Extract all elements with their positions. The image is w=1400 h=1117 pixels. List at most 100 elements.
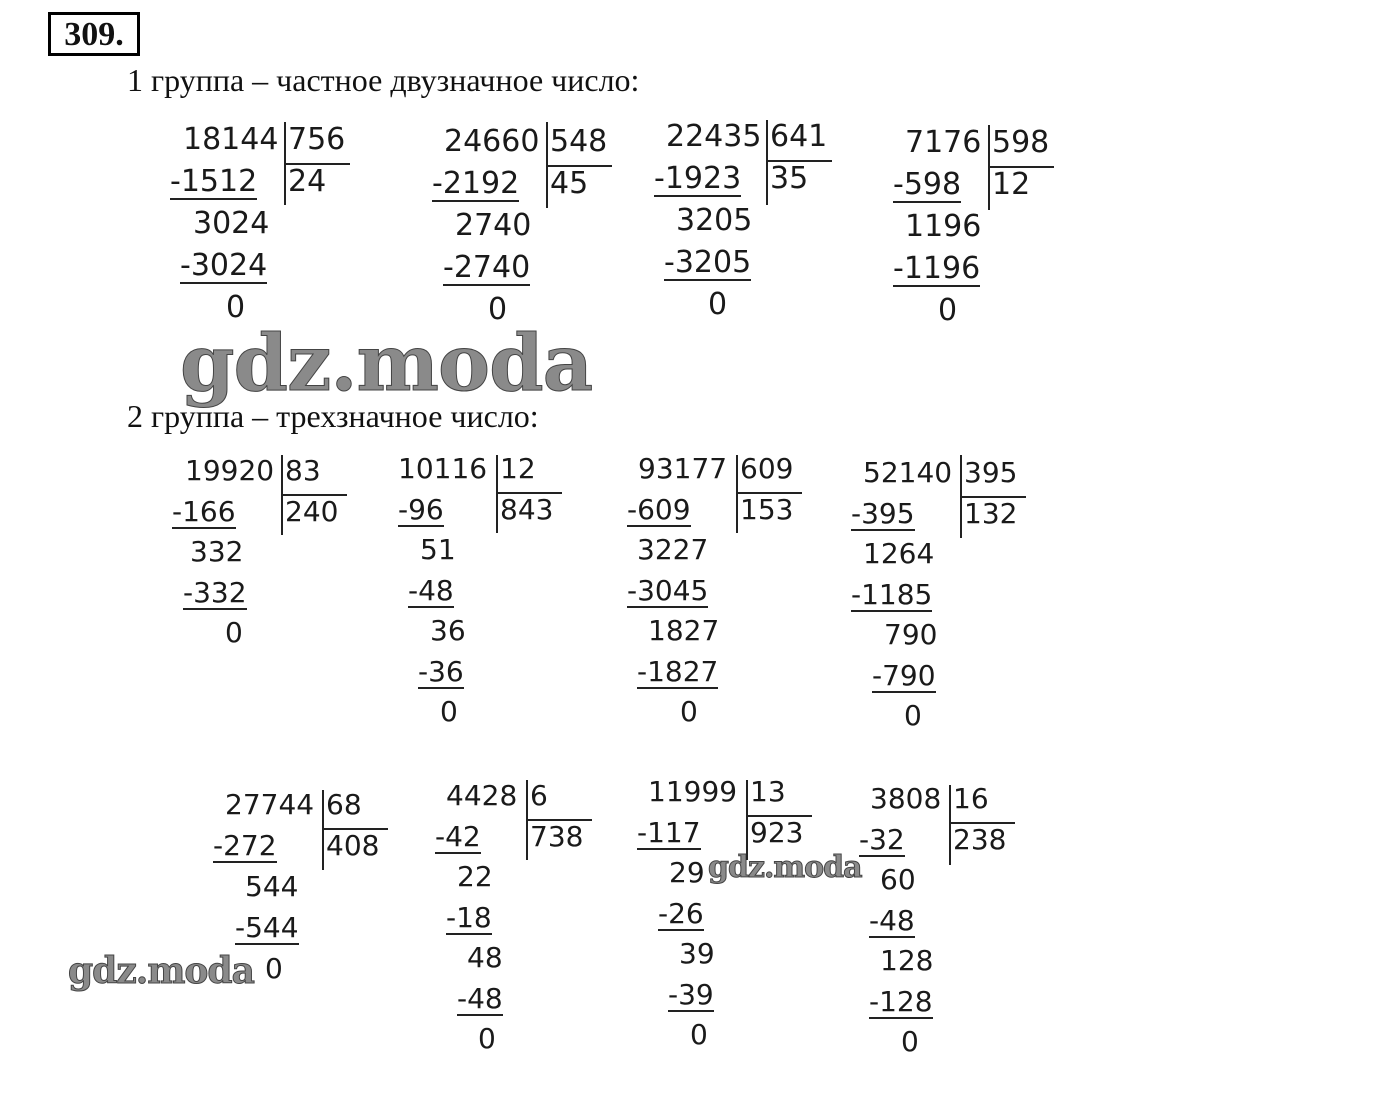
- quotient: 35: [770, 161, 809, 196]
- subtrahend: -48: [457, 982, 503, 1016]
- divisor: 13: [750, 775, 786, 808]
- remainder: 0: [225, 616, 243, 649]
- subtrahend: -128: [869, 985, 933, 1019]
- partial-dividend: 3205: [676, 203, 753, 238]
- dividend: 10116: [398, 452, 488, 485]
- partial-dividend: 1264: [863, 537, 935, 570]
- partial-dividend: 1827: [648, 614, 720, 647]
- subtrahend: -609: [627, 493, 691, 527]
- partial-dividend: 1196: [905, 209, 982, 244]
- remainder: 0: [904, 699, 922, 732]
- partial-dividend: 51: [420, 533, 456, 566]
- division-bar: [496, 455, 498, 533]
- partial-dividend: 544: [245, 870, 299, 903]
- watermark-logo: gdz.moda: [179, 318, 593, 410]
- dividend: 93177: [638, 452, 728, 485]
- partial-dividend: 22: [457, 860, 493, 893]
- subtrahend: -395: [851, 497, 915, 531]
- subtrahend: -544: [235, 911, 299, 945]
- watermark-logo: gdz.moda: [708, 850, 864, 886]
- subtrahend: -166: [172, 495, 236, 529]
- subtrahend: -42: [435, 820, 481, 854]
- remainder: 0: [708, 287, 728, 322]
- partial-dividend: 3024: [193, 206, 270, 241]
- dividend: 18144: [183, 122, 279, 157]
- divisor-underline: [526, 818, 592, 821]
- division-bar: [736, 455, 738, 533]
- division-bar: [284, 122, 286, 205]
- division-bar: [746, 780, 748, 860]
- dividend: 22435: [666, 119, 762, 154]
- partial-dividend: 36: [430, 614, 466, 647]
- subtrahend: -1827: [637, 655, 719, 689]
- partial-dividend: 790: [884, 618, 938, 651]
- partial-dividend: 2740: [455, 208, 532, 243]
- subtrahend: -1185: [851, 578, 933, 612]
- subtrahend: -48: [408, 574, 454, 608]
- divisor-underline: [284, 163, 350, 165]
- subtrahend: -96: [398, 493, 444, 527]
- remainder: 0: [690, 1018, 708, 1051]
- divisor: 641: [770, 119, 828, 154]
- division-bar: [949, 785, 951, 865]
- subtrahend: -332: [183, 576, 247, 610]
- watermark-logo: gdz.moda: [68, 950, 256, 993]
- division-bar: [322, 790, 324, 870]
- subtrahend: -1196: [893, 251, 981, 287]
- division-bar: [988, 125, 990, 210]
- subtrahend: -18: [446, 901, 492, 935]
- quotient: 153: [740, 492, 794, 526]
- dividend: 27744: [225, 788, 315, 821]
- divisor: 16: [953, 782, 989, 815]
- quotient: 132: [964, 496, 1018, 530]
- divisor: 83: [285, 454, 321, 487]
- subtrahend: -2192: [432, 166, 520, 202]
- divisor-underline: [766, 160, 832, 162]
- division-bar: [546, 122, 548, 208]
- quotient: 738: [530, 819, 584, 853]
- subtrahend: -36: [418, 655, 464, 689]
- partial-dividend: 29: [669, 856, 705, 889]
- quotient: 45: [550, 166, 589, 201]
- exercise-number: 309.: [48, 12, 140, 56]
- remainder: 0: [488, 292, 508, 327]
- divisor: 548: [550, 124, 608, 159]
- quotient: 12: [992, 167, 1031, 202]
- subtrahend: -3045: [627, 574, 709, 608]
- subtrahend: -3205: [664, 245, 752, 281]
- subtrahend: -1512: [170, 164, 258, 200]
- divisor-underline: [960, 495, 1026, 498]
- division-bar: [526, 780, 528, 860]
- subtrahend: -32: [859, 823, 905, 857]
- remainder: 0: [901, 1025, 919, 1058]
- subtrahend: -26: [658, 897, 704, 931]
- divisor: 12: [500, 452, 536, 485]
- divisor-underline: [281, 493, 347, 496]
- remainder: 0: [226, 290, 246, 325]
- subtrahend: -1923: [654, 161, 742, 197]
- divisor: 598: [992, 125, 1050, 160]
- partial-dividend: 60: [880, 863, 916, 896]
- divisor-underline: [496, 491, 562, 494]
- remainder: 0: [440, 695, 458, 728]
- partial-dividend: 3227: [637, 533, 709, 566]
- quotient: 238: [953, 822, 1007, 856]
- dividend: 4428: [446, 779, 518, 812]
- division-bar: [281, 455, 283, 535]
- divisor: 68: [326, 788, 362, 821]
- remainder: 0: [478, 1022, 496, 1055]
- divisor: 756: [288, 122, 346, 157]
- partial-dividend: 128: [880, 944, 934, 977]
- quotient: 408: [326, 829, 380, 862]
- subtrahend: -790: [872, 659, 936, 693]
- subtrahend: -39: [668, 978, 714, 1012]
- subtrahend: -48: [869, 904, 915, 938]
- group2-heading: 2 группа – трехзначное число:: [127, 398, 539, 434]
- dividend: 19920: [185, 454, 275, 487]
- dividend: 52140: [863, 456, 953, 489]
- partial-dividend: 332: [190, 535, 244, 568]
- subtrahend: -598: [893, 167, 962, 203]
- group1-heading: 1 группа – частное двузначное число:: [127, 62, 640, 98]
- divisor-underline: [546, 165, 612, 167]
- divisor: 609: [740, 452, 794, 485]
